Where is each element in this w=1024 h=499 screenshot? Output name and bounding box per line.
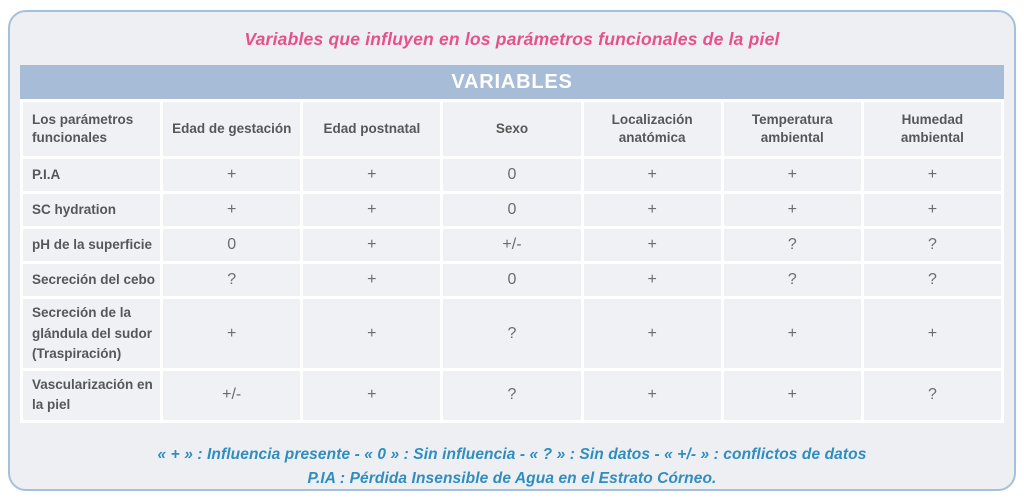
cell-value: + (583, 194, 721, 227)
cell-value: + (583, 159, 721, 192)
cell-value: ? (863, 229, 1001, 262)
cell-value: 0 (443, 264, 581, 297)
table-banner: VARIABLES (20, 65, 1004, 99)
column-header-gestation-age: Edad de gestación (163, 102, 301, 157)
cell-value: ? (723, 229, 861, 262)
legend-abbreviation-line: P.IA : Pérdida Insensible de Agua en el … (307, 469, 717, 487)
cell-value: + (723, 299, 861, 369)
cell-value: + (863, 194, 1001, 227)
column-header-parameters: Los parámetros funcionales (23, 102, 161, 157)
cell-value: ? (863, 264, 1001, 297)
variables-table: VARIABLES Los parámetros funcionales Eda… (20, 65, 1004, 423)
cell-value: + (723, 371, 861, 420)
column-header-sex: Sexo (443, 102, 581, 157)
parameters-table: Los parámetros funcionales Edad de gesta… (20, 99, 1004, 423)
table-row-skin-vascularization: Vascularización en la piel +/- + ? + + ? (23, 371, 1001, 420)
column-header-postnatal-age: Edad postnatal (303, 102, 441, 157)
row-label-sebum-secretion: Secreción del cebo (23, 264, 161, 297)
table-row-sweat-gland-secretion: Secreción de la glándula del sudor (Tras… (23, 299, 1001, 369)
cell-value: + (163, 299, 301, 369)
cell-value: + (583, 229, 721, 262)
column-header-ambient-humidity: Humedad ambiental (863, 102, 1001, 157)
cell-value: 0 (443, 159, 581, 192)
cell-value: + (583, 299, 721, 369)
legend: « + » : Influencia presente - « 0 » : Si… (10, 443, 1014, 489)
figure-title: Variables que influyen en los parámetros… (244, 29, 780, 49)
table-header-row: Los parámetros funcionales Edad de gesta… (23, 102, 1001, 157)
table-row-pia: P.I.A + + 0 + + + (23, 159, 1001, 192)
row-label-pia: P.I.A (23, 159, 161, 192)
cell-value: ? (443, 371, 581, 420)
cell-value: + (303, 229, 441, 262)
row-label-sweat-gland-secretion: Secreción de la glándula del sudor (Tras… (23, 299, 161, 369)
column-header-anatomic-location: Localización anatómica (583, 102, 721, 157)
row-label-sc-hydration: SC hydration (23, 194, 161, 227)
cell-value: + (723, 159, 861, 192)
skin-parameters-card: Variables que influyen en los parámetros… (8, 10, 1016, 491)
cell-value: ? (443, 299, 581, 369)
cell-value: + (303, 264, 441, 297)
cell-value: ? (723, 264, 861, 297)
cell-value: +/- (443, 229, 581, 262)
cell-value: + (303, 159, 441, 192)
cell-value: +/- (163, 371, 301, 420)
cell-value: + (863, 159, 1001, 192)
cell-value: + (723, 194, 861, 227)
cell-value: ? (163, 264, 301, 297)
cell-value: 0 (443, 194, 581, 227)
table-row-surface-ph: pH de la superficie 0 + +/- + ? ? (23, 229, 1001, 262)
cell-value: + (583, 264, 721, 297)
row-label-surface-ph: pH de la superficie (23, 229, 161, 262)
cell-value: + (163, 159, 301, 192)
cell-value: + (163, 194, 301, 227)
table-row-sc-hydration: SC hydration + + 0 + + + (23, 194, 1001, 227)
cell-value: + (863, 299, 1001, 369)
cell-value: + (583, 371, 721, 420)
cell-value: + (303, 299, 441, 369)
legend-symbols-line: « + » : Influencia presente - « 0 » : Si… (157, 445, 867, 463)
table-row-sebum-secretion: Secreción del cebo ? + 0 + ? ? (23, 264, 1001, 297)
row-label-skin-vascularization: Vascularización en la piel (23, 371, 161, 420)
cell-value: 0 (163, 229, 301, 262)
cell-value: + (303, 371, 441, 420)
cell-value: + (303, 194, 441, 227)
column-header-ambient-temperature: Temperatura ambiental (723, 102, 861, 157)
cell-value: ? (863, 371, 1001, 420)
